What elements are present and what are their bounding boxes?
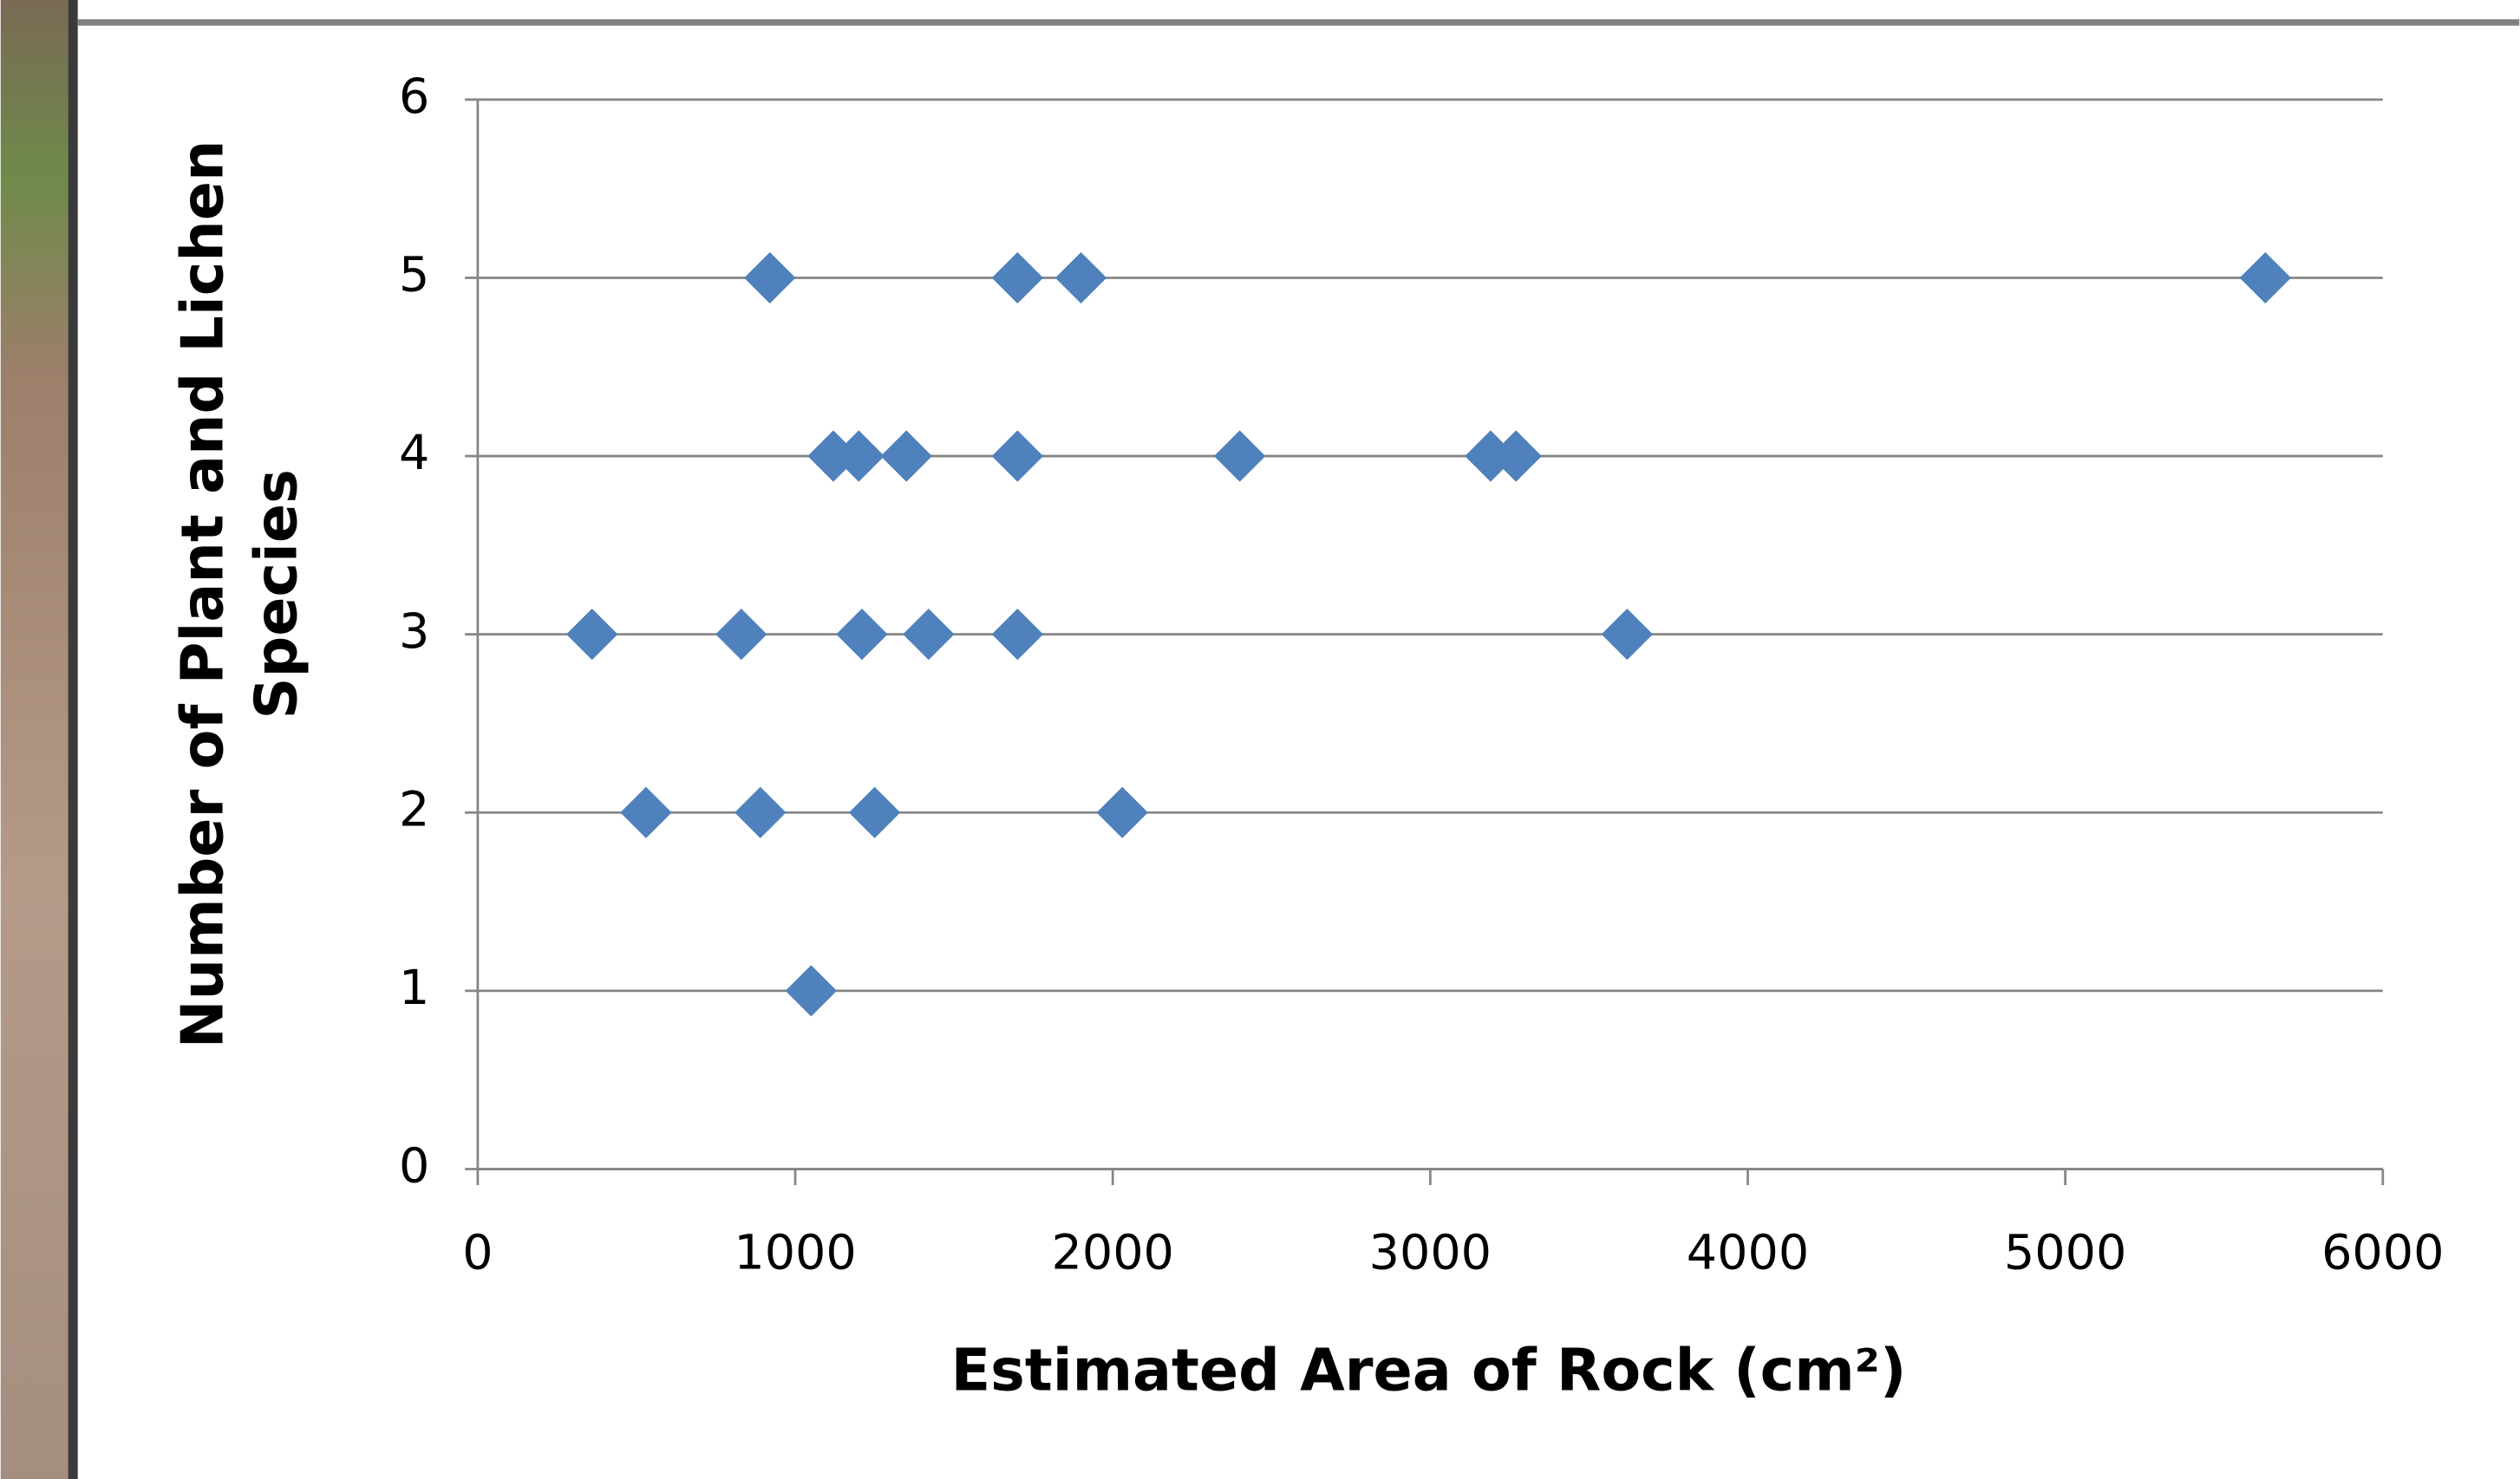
y-tick-label: 1: [399, 960, 429, 1016]
marker: [880, 430, 932, 482]
marker: [903, 609, 955, 661]
frame-border: [77, 19, 2520, 26]
marker: [832, 430, 885, 482]
y-tick-label: 4: [399, 425, 429, 481]
marker: [715, 609, 767, 661]
y-tick-label: 3: [399, 603, 429, 660]
marker: [785, 965, 838, 1017]
marker: [620, 786, 672, 838]
x-tick-label: 2000: [1051, 1225, 1173, 1281]
marker: [1096, 786, 1148, 838]
marker: [836, 609, 888, 661]
photo-strip: [0, 0, 69, 1479]
marker: [1214, 430, 1266, 482]
y-axis-title: Number of Plant and Lichen Species: [171, 140, 311, 1049]
marker: [848, 786, 901, 838]
marker: [2239, 251, 2291, 304]
x-tick-label: 4000: [1687, 1225, 1809, 1281]
y-tick-label: 0: [399, 1138, 429, 1195]
y-tick-label: 5: [399, 247, 429, 303]
marker: [991, 251, 1043, 304]
x-tick-label: 0: [462, 1225, 493, 1281]
y-tick-label: 2: [399, 781, 429, 837]
y-tick-label: 6: [399, 68, 429, 125]
x-axis-title: Estimated Area of Rock (cm²): [951, 1337, 1907, 1404]
frame-border: [68, 0, 78, 1479]
marker: [1054, 251, 1107, 304]
y-title-box: Number of Plant and Lichen Species: [171, 140, 311, 1049]
x-tick-label: 6000: [2321, 1225, 2444, 1281]
x-tick-label: 3000: [1369, 1225, 1492, 1281]
marker: [991, 609, 1043, 661]
marker: [1490, 430, 1542, 482]
marker: [1601, 609, 1653, 661]
marker: [744, 251, 796, 304]
x-tick-label: 5000: [2004, 1225, 2126, 1281]
marker: [566, 609, 618, 661]
x-tick-label: 1000: [734, 1225, 856, 1281]
marker: [734, 786, 787, 838]
marker: [991, 430, 1043, 482]
